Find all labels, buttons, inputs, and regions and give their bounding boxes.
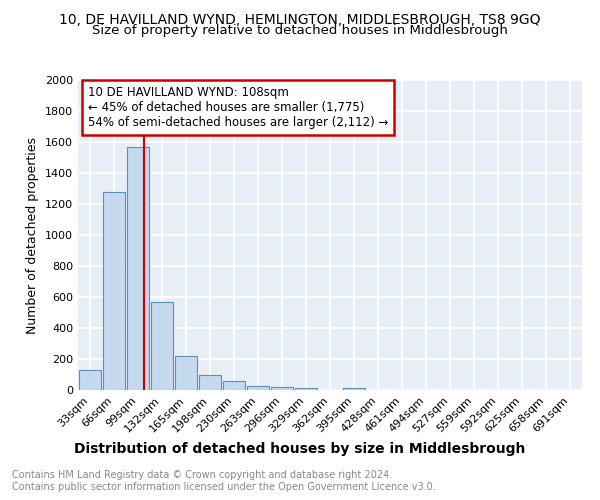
Bar (223, 382, 245, 390)
Bar (271, 387, 293, 390)
Text: 10, DE HAVILLAND WYND, HEMLINGTON, MIDDLESBROUGH, TS8 9GQ: 10, DE HAVILLAND WYND, HEMLINGTON, MIDDL… (59, 12, 541, 26)
Text: Size of property relative to detached houses in Middlesbrough: Size of property relative to detached ho… (92, 24, 508, 37)
Bar (127, 146, 149, 390)
Y-axis label: Number of detached properties: Number of detached properties (26, 136, 40, 334)
Bar (79, 370, 101, 390)
Bar (103, 192, 125, 390)
Text: 10 DE HAVILLAND WYND: 108sqm
← 45% of detached houses are smaller (1,775)
54% of: 10 DE HAVILLAND WYND: 108sqm ← 45% of de… (88, 86, 388, 129)
Bar (199, 374, 221, 390)
Bar (151, 302, 173, 390)
Bar (295, 388, 317, 390)
Bar (343, 388, 365, 390)
Bar (247, 386, 269, 390)
Bar (175, 356, 197, 390)
Text: Distribution of detached houses by size in Middlesbrough: Distribution of detached houses by size … (74, 442, 526, 456)
Text: Contains HM Land Registry data © Crown copyright and database right 2024.: Contains HM Land Registry data © Crown c… (12, 470, 392, 480)
Text: Contains public sector information licensed under the Open Government Licence v3: Contains public sector information licen… (12, 482, 436, 492)
